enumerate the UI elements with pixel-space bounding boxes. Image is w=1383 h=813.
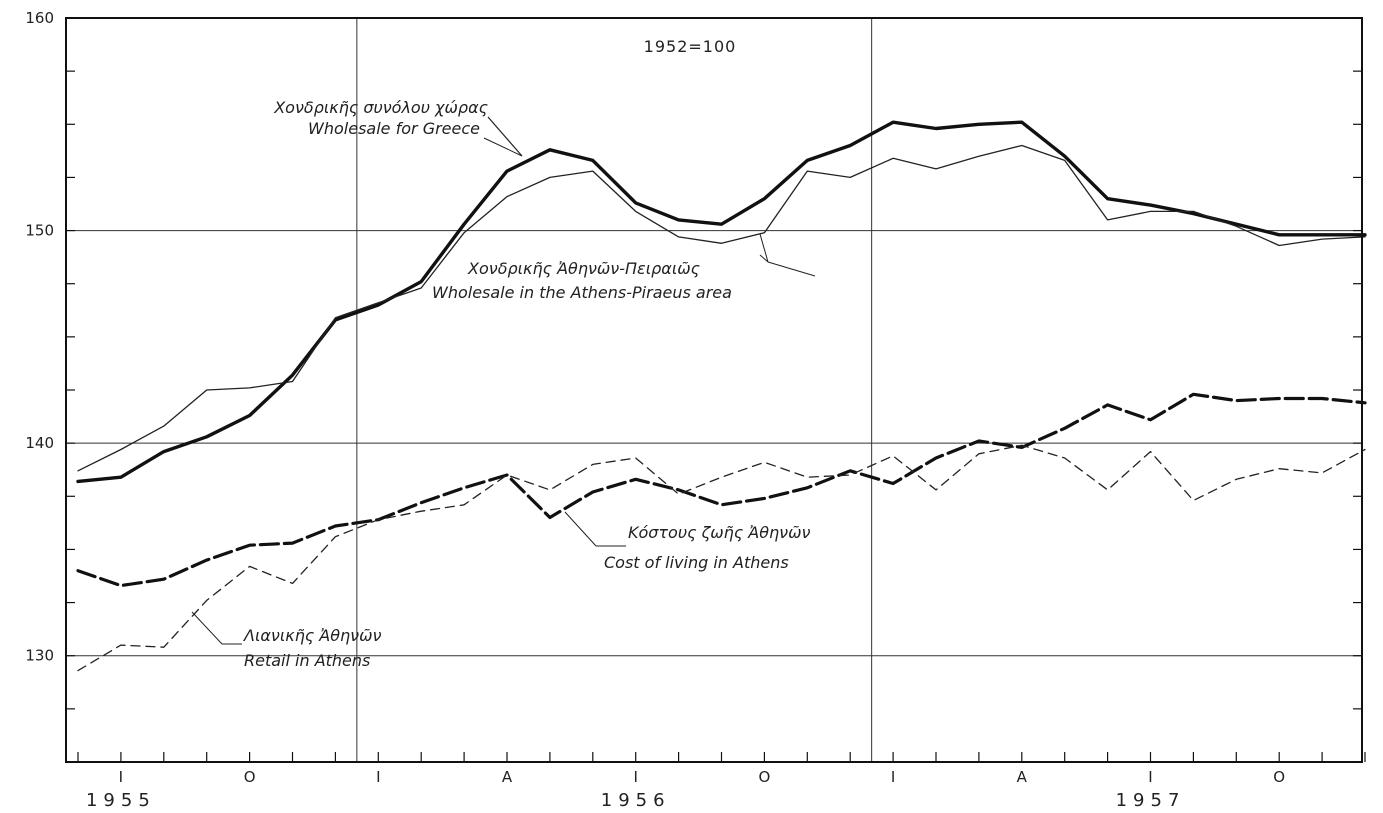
x-year-label: 1956 — [601, 790, 671, 811]
y-tick-label: 140 — [25, 434, 54, 452]
y-tick-label: 150 — [25, 222, 54, 240]
series-label-cost-of-living-en: Cost of living in Athens — [604, 553, 789, 572]
series-layer — [76, 120, 1367, 672]
grid-layer — [66, 18, 1362, 762]
x-tick-label: I — [376, 768, 380, 786]
series-label-wholesale-greece-en: Wholesale for Greece — [308, 119, 480, 138]
axes-layer: 130 140 150 160 I O I A I O I A I O 1955 1956 1957 — [25, 9, 1366, 811]
annotation-leaders — [191, 116, 816, 645]
leader-line — [767, 261, 816, 277]
series-line-wholesale-greece — [76, 120, 1367, 484]
x-tick-label: A — [1017, 768, 1028, 786]
leader-line — [483, 137, 523, 157]
y-tick-label: 160 — [25, 9, 54, 27]
series-label-wholesale-greece-gr: Χονδρικῆς συνόλου χώρας — [273, 98, 488, 117]
series-label-wholesale-athens-en: Wholesale in the Athens-Piraeus area — [432, 283, 732, 302]
leader-line — [564, 511, 597, 547]
x-tick-label: O — [1273, 768, 1285, 786]
x-tick-label: I — [1148, 768, 1152, 786]
x-tick-label: O — [758, 768, 770, 786]
chart-subtitle: 1952=100 — [644, 37, 737, 56]
leader-line — [759, 233, 769, 263]
x-tick-label: I — [119, 768, 123, 786]
labels-layer: 1952=100 Χονδρικῆς συνόλου χώρας Wholesa… — [242, 37, 811, 670]
x-tick-label: I — [891, 768, 895, 786]
x-tick-label: A — [502, 768, 513, 786]
series-line-cost-of-living — [76, 392, 1367, 588]
series-label-wholesale-athens-gr: Χονδρικῆς Ἀθηνῶν-Πειραιῶς — [467, 259, 700, 278]
series-line-wholesale-athens — [77, 144, 1366, 472]
series-label-retail-gr: Λιανικῆς Ἀθηνῶν — [242, 626, 382, 645]
y-tick-label: 130 — [25, 647, 54, 665]
x-year-label: 1955 — [86, 790, 156, 811]
leader-line — [191, 611, 223, 645]
series-label-cost-of-living-gr: Κόστους ζωῆς Ἀθηνῶν — [628, 523, 811, 542]
series-line-retail-athens — [77, 444, 1366, 672]
leader-line — [759, 254, 769, 263]
series-label-retail-en: Retail in Athens — [244, 651, 370, 670]
x-tick-label: O — [244, 768, 256, 786]
x-tick-label: I — [633, 768, 637, 786]
x-year-label: 1957 — [1116, 790, 1186, 811]
leader-line — [487, 116, 523, 157]
